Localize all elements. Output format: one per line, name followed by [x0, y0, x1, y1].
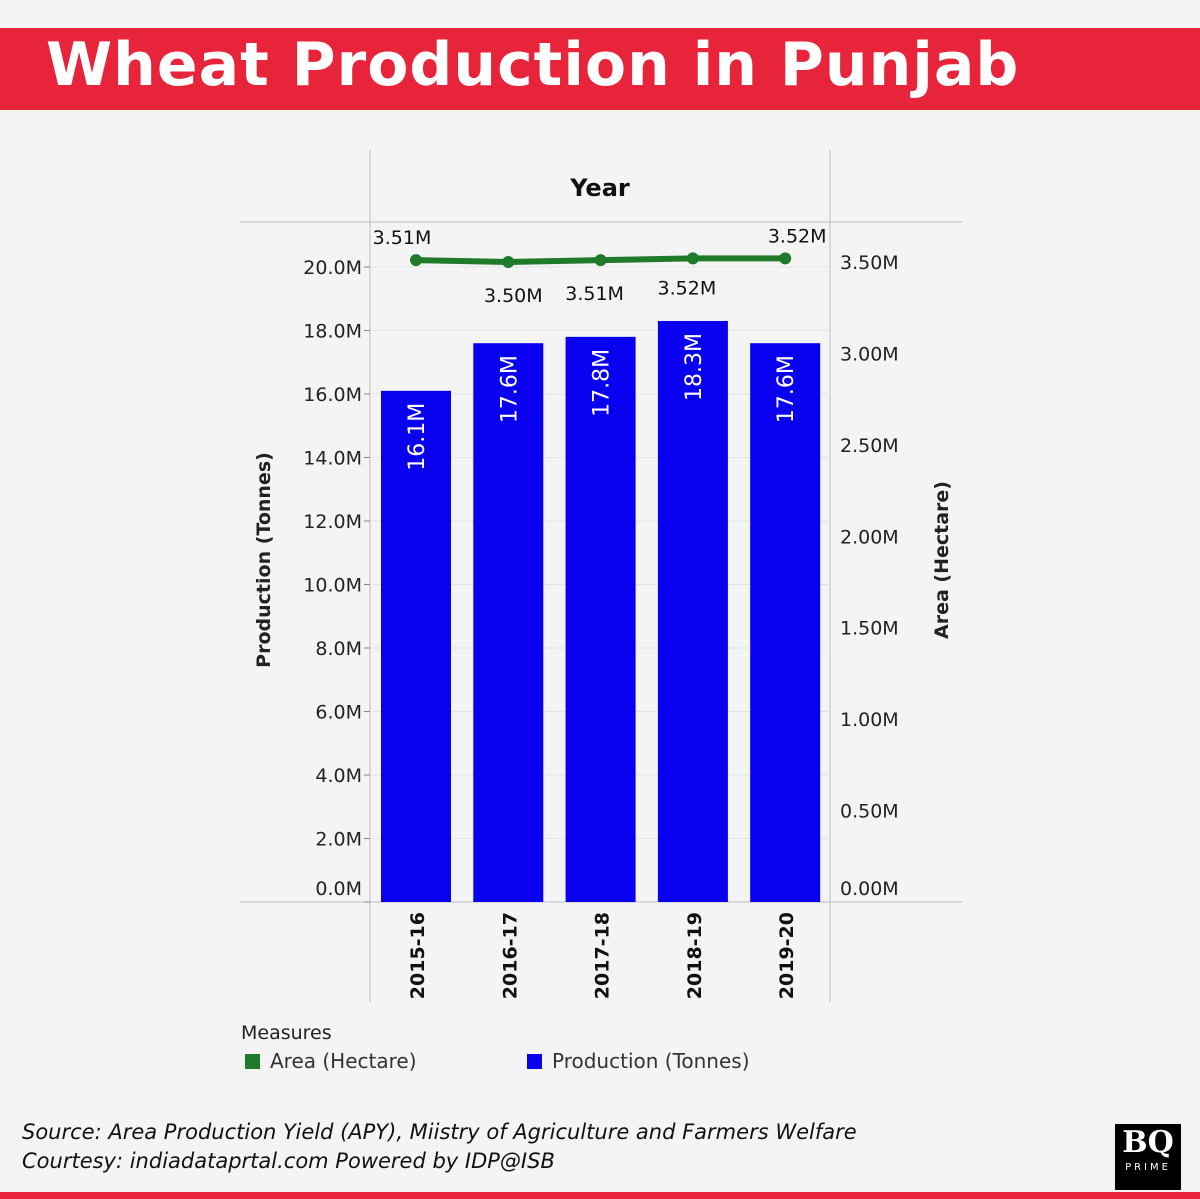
area-point [594, 254, 607, 267]
bar-label: 18.3M [682, 333, 707, 401]
tick-label-right: 0.00M [840, 878, 899, 900]
category-label: 2017-18 [592, 912, 614, 999]
category-label: 2018-19 [684, 912, 706, 999]
bar-label: 17.8M [590, 349, 615, 417]
legend-label: Production (Tonnes) [552, 1049, 750, 1073]
category-label: 2019-20 [776, 912, 798, 999]
legend-label: Area (Hectare) [270, 1049, 417, 1073]
bar [381, 390, 451, 902]
legend-swatch-production [527, 1053, 542, 1069]
area-label: 3.50M [484, 285, 543, 307]
area-label: 3.52M [768, 225, 827, 247]
tick-label-left: 4.0M [315, 765, 362, 787]
legend-item-production: Production (Tonnes) [527, 1049, 750, 1073]
tick-label-left: 14.0M [303, 448, 362, 470]
area-point [502, 256, 515, 268]
tick-label-left: 12.0M [303, 511, 362, 533]
legend-swatch-area [245, 1053, 260, 1069]
tick-label-left: 8.0M [315, 638, 362, 660]
bar-label: 16.1M [405, 403, 430, 471]
bar [657, 320, 728, 903]
tick-label-right: 3.00M [840, 343, 899, 365]
tick-label-right: 2.00M [840, 526, 899, 548]
courtesy-text: Courtesy: indiadataprtal.com Powered by … [22, 1149, 555, 1173]
tick-label-left: 20.0M [303, 257, 362, 279]
bottom-bar [0, 1192, 1200, 1199]
bar [750, 343, 821, 902]
tick-label-left: 0.0M [315, 878, 362, 900]
bar [565, 336, 636, 903]
area-label: 3.52M [658, 277, 717, 299]
legend-title: Measures [241, 1022, 332, 1044]
y-right-label: Area (Hectare) [931, 481, 953, 639]
tick-label-right: 0.50M [840, 801, 899, 823]
page-title: Wheat Production in Punjab [46, 30, 1020, 100]
category-label: 2016-17 [499, 912, 521, 999]
tick-label-left: 6.0M [315, 702, 362, 724]
tick-label-right: 1.50M [840, 618, 899, 640]
area-point [779, 252, 792, 265]
top-axis-title: Year [569, 174, 630, 202]
bar-label: 17.6M [774, 355, 799, 423]
y-left-label: Production (Tonnes) [253, 452, 275, 668]
category-label: 2015-16 [407, 912, 429, 999]
tick-label-left: 16.0M [303, 384, 362, 406]
tick-label-right: 2.50M [840, 435, 899, 457]
tick-label-left: 10.0M [303, 575, 362, 597]
area-point [410, 254, 422, 267]
bq-prime-logo: BQ PRIME [1115, 1124, 1181, 1190]
bar-label: 17.6M [497, 355, 522, 423]
source-text: Source: Area Production Yield (APY), Mii… [22, 1120, 857, 1144]
area-label: 3.51M [373, 227, 432, 249]
title-banner [0, 28, 1200, 110]
area-point [686, 252, 699, 265]
legend-item-area: Area (Hectare) [245, 1049, 417, 1073]
area-label: 3.51M [565, 283, 624, 305]
bar [473, 343, 544, 902]
tick-label-left: 18.0M [303, 321, 362, 343]
tick-label-right: 3.50M [840, 252, 899, 274]
tick-label-right: 1.00M [840, 709, 899, 731]
tick-label-left: 2.0M [315, 829, 362, 851]
